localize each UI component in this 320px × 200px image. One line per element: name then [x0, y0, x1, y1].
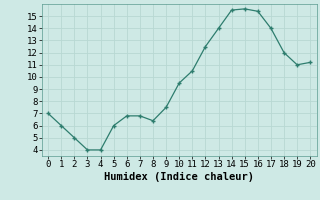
- X-axis label: Humidex (Indice chaleur): Humidex (Indice chaleur): [104, 172, 254, 182]
